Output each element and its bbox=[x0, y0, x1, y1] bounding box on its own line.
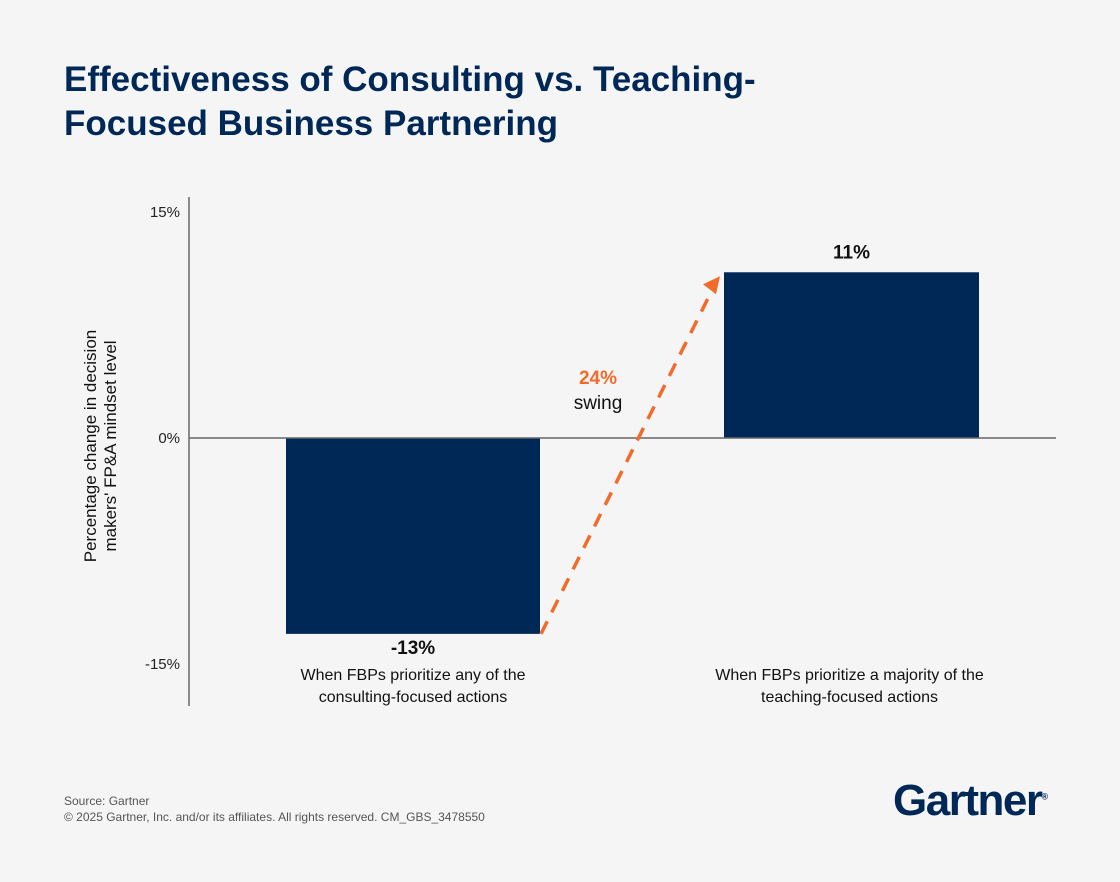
swing-arrow bbox=[539, 291, 713, 635]
y-tick-label: 0% bbox=[158, 430, 180, 447]
category-label: When FBPs prioritize any of the bbox=[301, 667, 526, 684]
logo-text: Gartner bbox=[893, 776, 1043, 825]
bar bbox=[724, 272, 979, 438]
source-note: Source: Gartner bbox=[64, 794, 150, 808]
bar bbox=[286, 438, 540, 634]
arrow-head-icon bbox=[703, 276, 720, 295]
category-label: teaching-focused actions bbox=[761, 689, 938, 706]
data-label: -13% bbox=[391, 638, 435, 659]
bar-chart: 15% 0% -15% Percentage change in decisionma… bbox=[81, 197, 1056, 706]
category-label: When FBPs prioritize a majority of the bbox=[715, 667, 984, 684]
gartner-logo: Gartner® bbox=[893, 776, 1048, 826]
y-axis-label: Percentage change in decisionmakers' FP&… bbox=[81, 330, 120, 563]
y-tick-label: 15% bbox=[150, 204, 180, 221]
category-label: consulting-focused actions bbox=[319, 689, 508, 706]
data-label: 11% bbox=[833, 242, 870, 263]
logo-mark: ® bbox=[1041, 791, 1049, 802]
chart-title: Effectiveness of Consulting vs. Teaching… bbox=[64, 60, 756, 143]
swing-label: swing bbox=[574, 393, 623, 414]
copyright-note: © 2025 Gartner, Inc. and/or its affiliat… bbox=[64, 810, 485, 824]
swing-value: 24% bbox=[579, 368, 617, 389]
y-tick-label: -15% bbox=[145, 656, 180, 673]
footer: Source: Gartner © 2025 Gartner, Inc. and… bbox=[64, 793, 485, 825]
